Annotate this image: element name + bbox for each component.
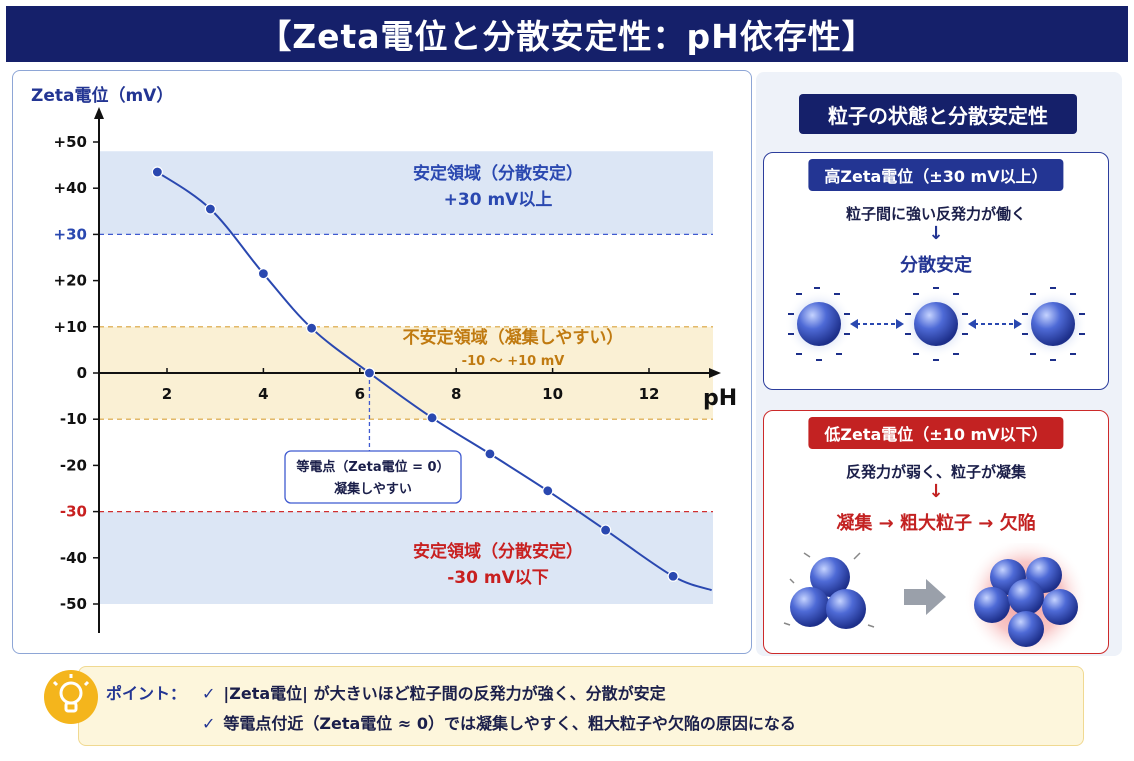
- y-tick-label-0: +50: [54, 133, 87, 151]
- point-label: ポイント：: [106, 680, 186, 704]
- low-zeta-description: 反発力が弱く、粒子が凝集: [764, 461, 1108, 482]
- high-zeta-card: 高Zeta電位（±30 mV以上） 粒子間に強い反発力が働く ↓ 分散安定: [763, 152, 1109, 390]
- y-tick-label-1: +40: [54, 179, 87, 197]
- y-axis-label: Zeta電位（mV）: [31, 85, 173, 106]
- region-label-1-1: -10 〜 +10 mV: [462, 354, 565, 369]
- high-zeta-title: 高Zeta電位（±30 mV以上）: [808, 159, 1063, 191]
- page-title: 【Zeta電位と分散安定性：pH依存性】: [6, 6, 1128, 62]
- data-point-8: [601, 525, 611, 535]
- data-point-4: [364, 368, 374, 378]
- particle-right: [1019, 290, 1087, 358]
- data-point-7: [543, 486, 553, 496]
- x-tick-label-0: 2: [162, 385, 172, 403]
- data-point-1: [205, 204, 215, 214]
- data-point-5: [427, 413, 437, 423]
- point-line-1: ✓ |Zeta電位| が大きいほど粒子間の反発力が強く、分散が安定: [202, 680, 666, 704]
- isoelectric-annotation-line-0: 等電点（Zeta電位 = 0）: [295, 459, 449, 475]
- y-tick-label-3: +20: [54, 272, 87, 290]
- small-cluster: [784, 553, 874, 629]
- particle-center: [902, 290, 970, 358]
- data-point-9: [668, 571, 678, 581]
- region-band-2: [99, 512, 713, 604]
- data-point-6: [485, 449, 495, 459]
- dispersed-particles-illustration: [764, 278, 1110, 378]
- low-zeta-card: 低Zeta電位（±10 mV以下） 反発力が弱く、粒子が凝集 ↓ 凝集 → 粗大…: [763, 410, 1109, 654]
- high-zeta-description: 粒子間に強い反発力が働く: [764, 203, 1108, 224]
- isoelectric-annotation-line-1: 凝集しやすい: [334, 481, 412, 497]
- particle-state-panel: 粒子の状態と分散安定性 高Zeta電位（±30 mV以上） 粒子間に強い反発力が…: [756, 72, 1122, 656]
- y-axis-arrow-icon: [94, 107, 104, 119]
- arrow-right-icon: [904, 579, 946, 615]
- down-arrow-icon: ↓: [928, 481, 943, 502]
- region-label-2-0: 安定領域（分散安定）: [413, 541, 583, 562]
- y-tick-label-4: +10: [54, 318, 87, 336]
- lightbulb-icon: [44, 670, 98, 724]
- point-box: [78, 666, 1084, 746]
- particle-left: [785, 290, 853, 358]
- chart-panel: 安定領域（分散安定） +30 mV以上不安定領域（凝集しやすい） -10 〜 +10…: [12, 70, 752, 654]
- low-zeta-result: 凝集 → 粗大粒子 → 欠陥: [764, 509, 1108, 535]
- y-tick-label-9: -40: [60, 549, 87, 567]
- down-arrow-icon: ↓: [928, 223, 943, 244]
- region-label-2-1: -30 mV以下: [447, 568, 549, 588]
- region-label-0-1: +30 mV以上: [444, 190, 553, 210]
- y-tick-label-7: -20: [60, 456, 87, 474]
- y-tick-label-2: +30: [54, 225, 87, 243]
- x-axis-label: pH: [703, 386, 737, 411]
- point-line-2: ✓ 等電点付近（Zeta電位 ≈ 0）では凝集しやすく、粗大粒子や欠陥の原因になる: [202, 710, 796, 734]
- low-zeta-title: 低Zeta電位（±10 mV以下）: [808, 417, 1063, 449]
- check-icon: ✓: [202, 714, 215, 733]
- data-point-3: [307, 323, 317, 333]
- x-tick-label-1: 4: [258, 385, 268, 403]
- check-icon: ✓: [202, 684, 215, 703]
- x-tick-label-2: 6: [355, 385, 365, 403]
- side-panel-header: 粒子の状態と分散安定性: [799, 94, 1077, 134]
- large-aggregate: [964, 543, 1088, 653]
- x-tick-label-5: 12: [639, 385, 660, 403]
- y-tick-label-8: -30: [60, 503, 87, 521]
- y-tick-label-5: 0: [77, 364, 87, 382]
- x-axis-arrow-icon: [709, 368, 721, 378]
- y-tick-label-6: -10: [60, 410, 87, 428]
- data-point-0: [152, 167, 162, 177]
- region-label-0-0: 安定領域（分散安定）: [413, 163, 583, 184]
- aggregation-illustration: [764, 543, 1110, 653]
- y-tick-label-10: -50: [60, 595, 87, 613]
- high-zeta-result: 分散安定: [764, 251, 1108, 277]
- x-tick-label-3: 8: [451, 385, 461, 403]
- region-label-1-0: 不安定領域（凝集しやすい）: [403, 327, 624, 348]
- data-point-2: [258, 269, 268, 279]
- x-tick-label-4: 10: [542, 385, 563, 403]
